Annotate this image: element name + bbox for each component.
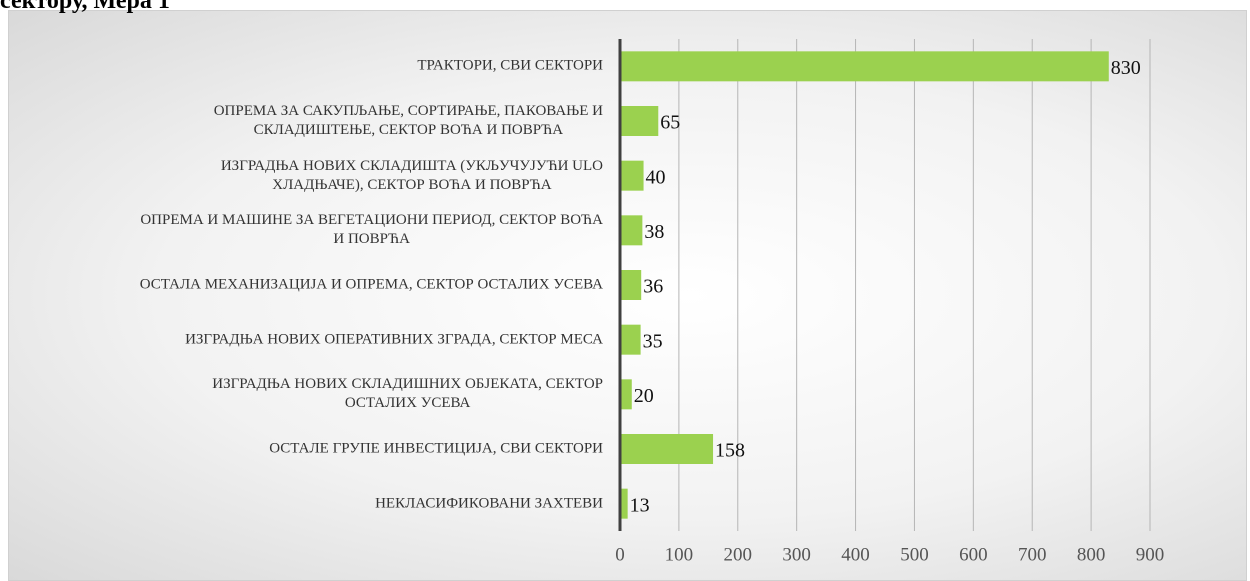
- value-label: 13: [630, 494, 650, 516]
- bar: [620, 379, 632, 410]
- chart-title: сектору, Мера 1: [0, 0, 170, 14]
- bar: [620, 51, 1109, 82]
- y-tick-label: ОСТАЛА МЕХАНИЗАЦИЈА И ОПРЕМА, СЕКТОР ОСТ…: [139, 276, 603, 293]
- y-tick-label: ИЗГРАДЊА НОВИХ СКЛАДИШНИХ ОБЈЕКАТА, СЕКТ…: [212, 376, 603, 412]
- bar: [620, 270, 642, 300]
- bar: [620, 106, 659, 136]
- x-tick-label: 0: [615, 544, 625, 565]
- y-tick-label: ОСТАЛЕ ГРУПЕ ИНВЕСТИЦИЈА, СВИ СЕКТОРИ: [269, 440, 603, 457]
- x-tick-label: 800: [1077, 544, 1106, 565]
- y-tick-label: ОПРЕМА ЗА САКУПЉАЊЕ, СОРТИРАЊЕ, ПАКОВАЊЕ…: [213, 103, 603, 138]
- bar: [620, 324, 641, 355]
- y-tick-label: ИЗГРАДЊА НОВИХ СКЛАДИШТА (УКЉУЧУЈУЋИ ULO…: [220, 157, 603, 193]
- y-tick-label: ИЗГРАДЊА НОВИХ ОПЕРАТИВНИХ ЗГРАДА, СЕКТО…: [185, 331, 603, 348]
- y-tick-label: ТРАКТОРИ, СВИ СЕКТОРИ: [417, 57, 603, 74]
- value-label: 65: [660, 112, 680, 134]
- value-label: 40: [646, 166, 666, 188]
- x-tick-label: 200: [724, 544, 753, 565]
- x-tick-label: 400: [841, 544, 870, 565]
- bar: [620, 434, 714, 464]
- x-tick-label: 500: [900, 544, 929, 565]
- value-label: 830: [1111, 57, 1141, 79]
- y-tick-label: ОПРЕМА И МАШИНЕ ЗА ВЕГЕТАЦИОНИ ПЕРИОД, С…: [140, 212, 603, 248]
- x-tick-label: 300: [782, 544, 811, 565]
- value-label: 38: [644, 221, 664, 243]
- y-tick-label: НЕКЛАСИФИКОВАНИ ЗАХТЕВИ: [375, 495, 603, 512]
- bar: [620, 160, 644, 191]
- bar: [620, 488, 628, 519]
- value-label: 36: [643, 276, 663, 298]
- x-tick-label: 900: [1136, 544, 1165, 565]
- value-label: 35: [643, 330, 663, 352]
- value-label: 20: [634, 385, 654, 407]
- x-tick-label: 100: [665, 544, 694, 565]
- bar: [620, 215, 643, 246]
- value-label: 158: [715, 440, 745, 462]
- x-tick-label: 600: [959, 544, 988, 565]
- x-tick-label: 700: [1018, 544, 1047, 565]
